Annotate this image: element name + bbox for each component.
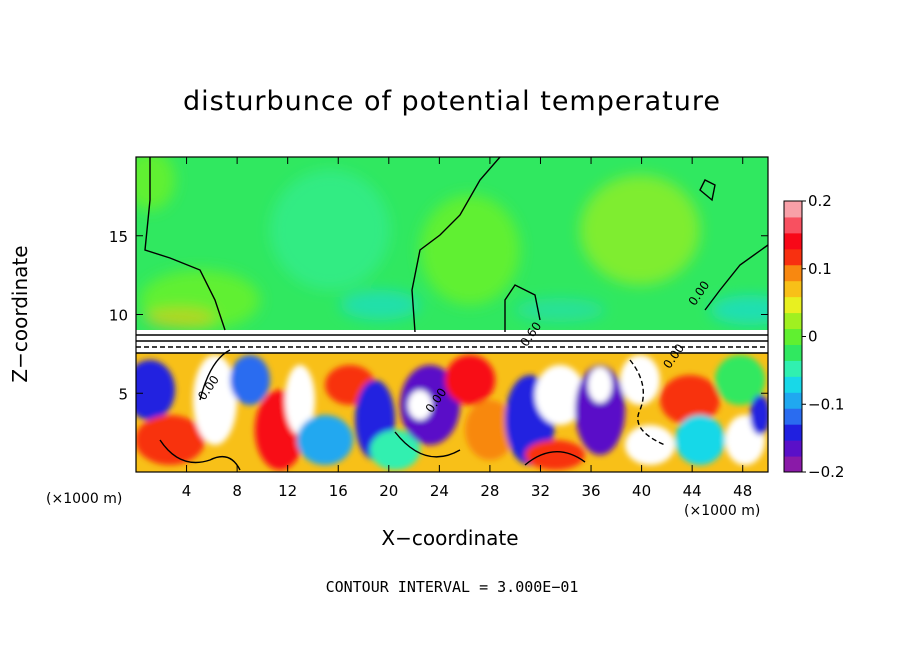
x-tick-label: 8 bbox=[232, 482, 242, 500]
colorbar-tick-label: 0.2 bbox=[808, 192, 832, 210]
x-tick-label: 12 bbox=[278, 482, 297, 500]
x-tick-label: 40 bbox=[632, 482, 651, 500]
colorbar-tick-label: −0.1 bbox=[808, 395, 844, 413]
x-tick-label: 48 bbox=[733, 482, 752, 500]
colorbar-segment bbox=[784, 408, 802, 425]
colorbar bbox=[783, 200, 803, 473]
colorbar-segment bbox=[784, 376, 802, 393]
colorbar-segment bbox=[784, 201, 802, 218]
inversion-band bbox=[136, 330, 768, 354]
lower-layer-eddies bbox=[136, 355, 768, 470]
x-axis-ticks: 4 8 12 16 20 24 28 32 36 40 44 48 bbox=[182, 157, 752, 500]
x-tick-label: 44 bbox=[683, 482, 702, 500]
colorbar-segment bbox=[784, 232, 802, 250]
colorbar-tick-label: −0.2 bbox=[808, 463, 844, 481]
upper-layer-variations bbox=[136, 157, 768, 330]
colorbar-segment bbox=[784, 264, 802, 282]
y-tick-label: 5 bbox=[118, 385, 128, 403]
colorbar-segment bbox=[784, 296, 802, 314]
x-axis-label: X−coordinate bbox=[381, 526, 519, 550]
y-axis-ticks: 5 10 15 bbox=[109, 228, 768, 403]
x-tick-label: 24 bbox=[430, 482, 449, 500]
colorbar-segment bbox=[784, 248, 802, 266]
contour-lines bbox=[136, 157, 768, 471]
y-tick-label: 10 bbox=[109, 307, 128, 325]
colorbar-segment bbox=[784, 424, 802, 441]
colorbar-tick-label: 0.1 bbox=[808, 260, 832, 278]
x-tick-label: 32 bbox=[531, 482, 550, 500]
colorbar-segment bbox=[784, 312, 802, 330]
x-tick-label: 36 bbox=[581, 482, 600, 500]
x-tick-label: 16 bbox=[329, 482, 348, 500]
x-tick-label: 4 bbox=[182, 482, 192, 500]
colorbar-segment bbox=[784, 344, 802, 361]
colorbar-segment bbox=[784, 456, 802, 473]
contour-interval-note: CONTOUR INTERVAL = 3.000E−01 bbox=[325, 578, 579, 596]
heatmap-field bbox=[136, 157, 768, 472]
chart-title: disturbunce of potential temperature bbox=[183, 86, 721, 117]
colorbar-tick-label: 0 bbox=[808, 328, 818, 346]
y-tick-label: 15 bbox=[109, 228, 128, 246]
x-unit-label-right: (×1000 m) bbox=[684, 503, 761, 519]
y-axis-label: Z−coordinate bbox=[8, 245, 32, 383]
colorbar-segment bbox=[784, 360, 802, 377]
x-tick-label: 20 bbox=[379, 482, 398, 500]
colorbar-segment bbox=[784, 440, 802, 457]
x-tick-label: 28 bbox=[480, 482, 499, 500]
colorbar-segment bbox=[784, 328, 802, 345]
colorbar-segment bbox=[784, 216, 802, 234]
colorbar-segment bbox=[784, 392, 802, 409]
colorbar-ticks: 0.2 0.1 0 −0.1 −0.2 bbox=[802, 192, 844, 481]
colorbar-segment bbox=[784, 280, 802, 298]
x-unit-label-left: (×1000 m) bbox=[46, 491, 123, 507]
